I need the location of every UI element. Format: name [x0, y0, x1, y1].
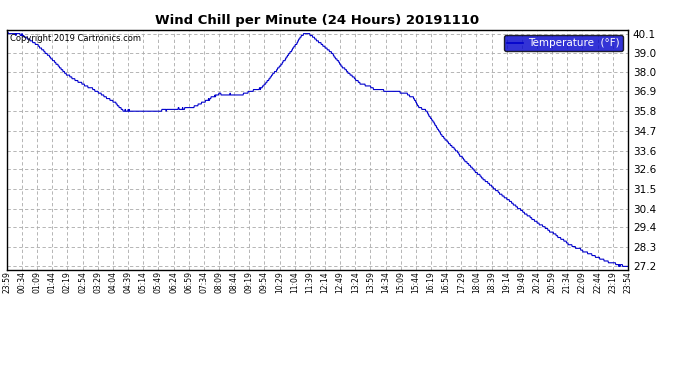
Title: Wind Chill per Minute (24 Hours) 20191110: Wind Chill per Minute (24 Hours) 2019111…	[155, 15, 480, 27]
Text: Copyright 2019 Cartronics.com: Copyright 2019 Cartronics.com	[10, 34, 141, 43]
Legend: Temperature  (°F): Temperature (°F)	[504, 35, 622, 51]
